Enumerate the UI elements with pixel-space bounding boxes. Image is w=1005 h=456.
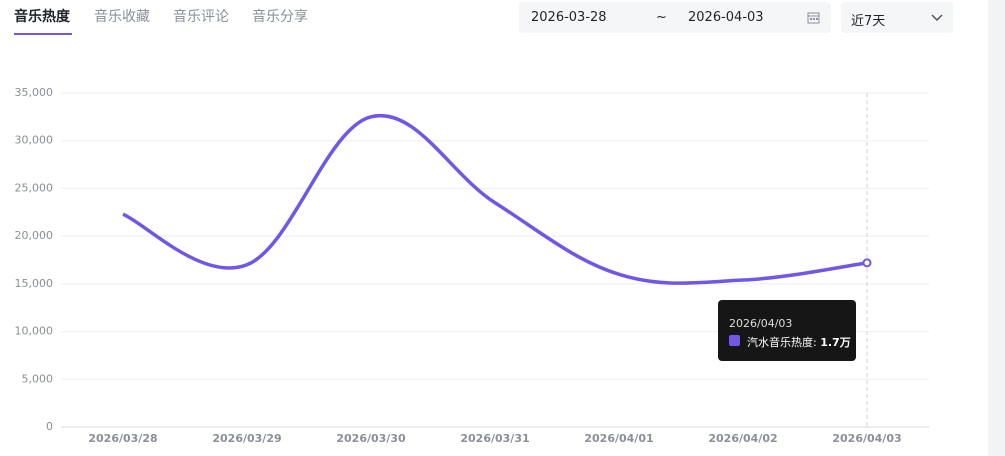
scroll-area [988, 0, 1005, 456]
tooltip-title: 2026/04/03 [729, 317, 793, 330]
hover-point [862, 258, 872, 268]
y-tick-label: 10,000 [15, 325, 54, 338]
tooltip-row: 汽水音乐热度: 1.7万 [747, 334, 851, 350]
line [122, 113, 868, 285]
start-date[interactable]: 2026-03-28 [531, 10, 607, 25]
x-tick-label: 2026/04/01 [584, 432, 653, 445]
tab[interactable]: 音乐分享 [252, 9, 308, 25]
tooltip-value: 1.7万 [820, 336, 851, 349]
x-tick-label: 2026/03/31 [460, 432, 529, 445]
date-range[interactable]: 2026-03-28 ~ 2026-04-03 [519, 2, 831, 33]
x-tick-label: 2026/03/29 [212, 432, 281, 445]
y-tick-label: 5,000 [22, 372, 54, 385]
range-separator: ~ [656, 10, 667, 25]
tab[interactable]: 音乐收藏 [94, 9, 150, 25]
tab[interactable]: 音乐评论 [173, 9, 229, 25]
y-tick-label: 0 [46, 420, 53, 433]
calendar-icon [807, 12, 820, 24]
y-tick-label: 35,000 [15, 86, 54, 99]
y-tick-label: 30,000 [15, 134, 54, 147]
tooltip: 2026/04/03 汽水音乐热度: 1.7万 [718, 300, 856, 361]
x-tick-label: 2026/04/02 [708, 432, 777, 445]
y-tick-label: 20,000 [15, 229, 54, 242]
tooltip-separator: : [813, 336, 817, 349]
tab-underline [14, 33, 72, 35]
select-value: 近7天 [851, 14, 886, 29]
x-tick-label: 2026/03/28 [88, 432, 157, 445]
end-date[interactable]: 2026-04-03 [688, 10, 764, 25]
tab[interactable]: 音乐热度 [14, 9, 70, 25]
y-tick-label: 15,000 [15, 277, 54, 290]
x-tick-label: 2026/04/03 [832, 432, 901, 445]
tooltip-swatch [729, 335, 740, 346]
x-tick-label: 2026/03/30 [336, 432, 406, 445]
period-select[interactable]: 近7天 [841, 2, 953, 33]
tooltip-series: 汽水音乐热度 [747, 336, 813, 349]
chevron [931, 14, 943, 22]
y-tick-label: 25,000 [15, 181, 54, 194]
